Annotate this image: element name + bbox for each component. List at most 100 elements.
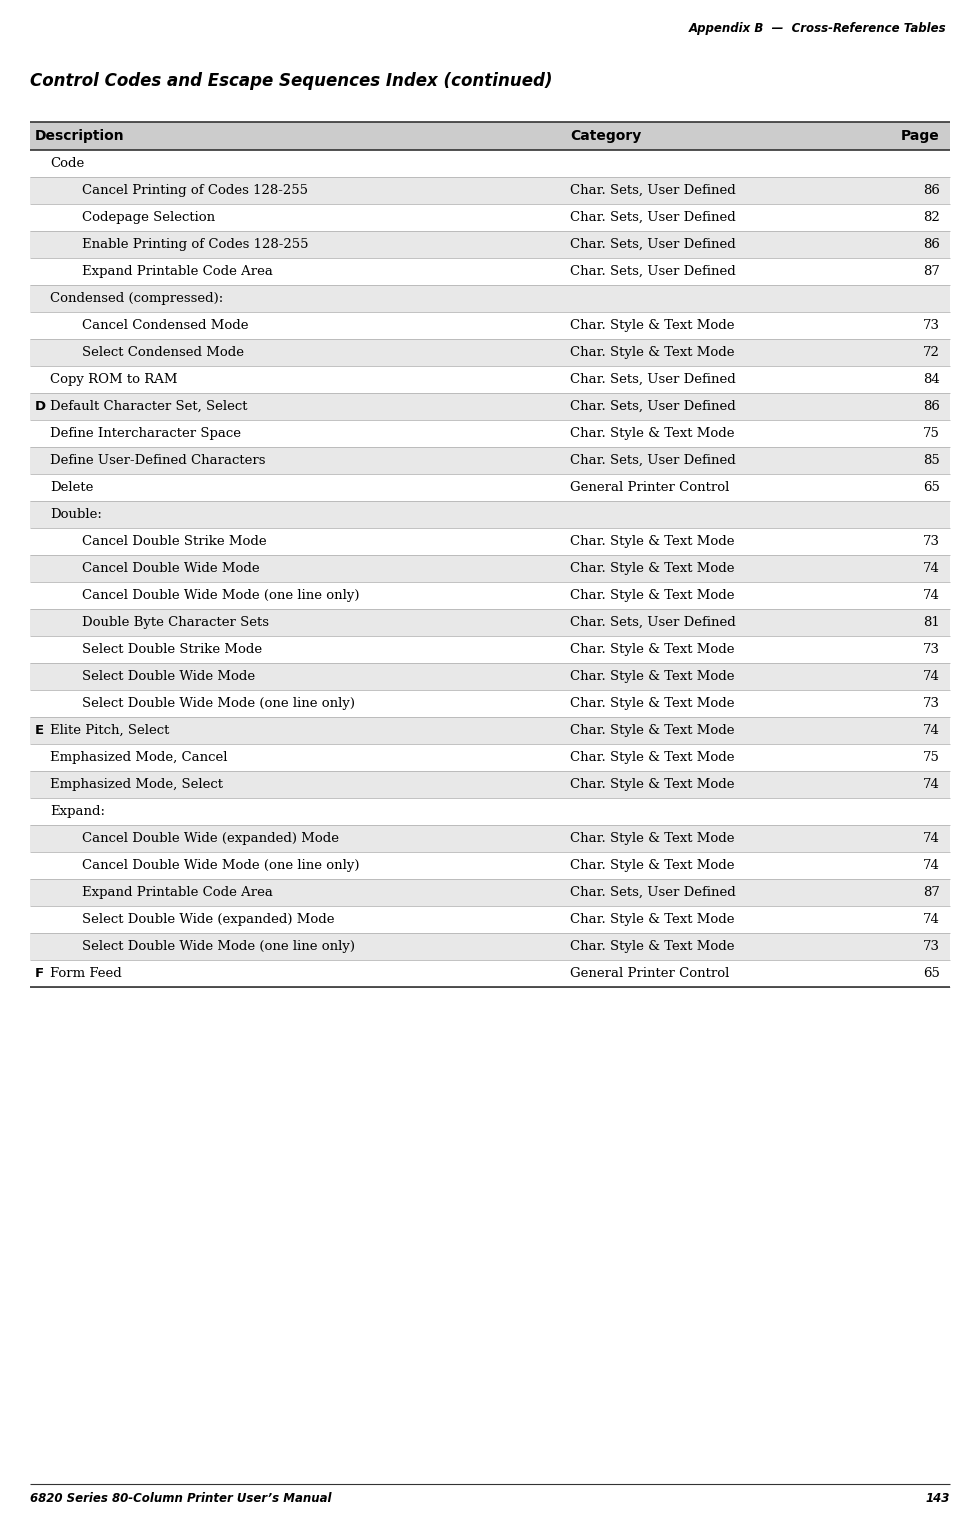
Bar	[30, 798, 950, 825]
Text: Double:: Double:	[50, 508, 102, 520]
Text: Form Feed: Form Feed	[50, 966, 122, 980]
Bar	[30, 366, 950, 393]
Text: Cancel Condensed Mode: Cancel Condensed Mode	[82, 319, 249, 332]
Text: 75: 75	[923, 751, 940, 765]
Text: Expand:: Expand:	[50, 806, 105, 818]
Text: Codepage Selection: Codepage Selection	[82, 211, 215, 225]
Text: Char. Style & Text Mode: Char. Style & Text Mode	[570, 831, 735, 845]
Text: Char. Sets, User Defined: Char. Sets, User Defined	[570, 211, 736, 225]
Bar	[30, 663, 950, 690]
Bar	[30, 285, 950, 313]
Text: Char. Style & Text Mode: Char. Style & Text Mode	[570, 941, 735, 953]
Bar	[30, 501, 950, 528]
Text: Default Character Set, Select: Default Character Set, Select	[50, 400, 248, 413]
Text: Char. Style & Text Mode: Char. Style & Text Mode	[570, 913, 735, 925]
Text: Double Byte Character Sets: Double Byte Character Sets	[82, 616, 269, 630]
Bar	[30, 933, 950, 960]
Text: Cancel Double Wide Mode (one line only): Cancel Double Wide Mode (one line only)	[82, 859, 359, 872]
Text: Appendix B  —  Cross-Reference Tables: Appendix B — Cross-Reference Tables	[688, 23, 946, 35]
Text: 65: 65	[923, 966, 940, 980]
Bar	[30, 473, 950, 501]
Text: Condensed (compressed):: Condensed (compressed):	[50, 291, 224, 305]
Text: 85: 85	[923, 454, 940, 467]
Text: Char. Style & Text Mode: Char. Style & Text Mode	[570, 724, 735, 737]
Text: Char. Sets, User Defined: Char. Sets, User Defined	[570, 184, 736, 197]
Text: Cancel Double Wide (expanded) Mode: Cancel Double Wide (expanded) Mode	[82, 831, 339, 845]
Text: Char. Style & Text Mode: Char. Style & Text Mode	[570, 696, 735, 710]
Bar	[30, 636, 950, 663]
Text: General Printer Control: General Printer Control	[570, 481, 729, 495]
Text: Elite Pitch, Select: Elite Pitch, Select	[50, 724, 170, 737]
Text: 87: 87	[923, 886, 940, 900]
Text: Cancel Printing of Codes 128-255: Cancel Printing of Codes 128-255	[82, 184, 308, 197]
Bar	[30, 825, 950, 853]
Bar	[30, 906, 950, 933]
Bar	[30, 690, 950, 718]
Text: 86: 86	[923, 238, 940, 250]
Text: 82: 82	[923, 211, 940, 225]
Bar	[30, 203, 950, 231]
Text: 74: 74	[923, 913, 940, 925]
Text: 6820 Series 80-Column Printer User’s Manual: 6820 Series 80-Column Printer User’s Man…	[30, 1491, 332, 1505]
Text: 74: 74	[923, 831, 940, 845]
Bar	[30, 420, 950, 448]
Text: Define User-Defined Characters: Define User-Defined Characters	[50, 454, 265, 467]
Text: Char. Sets, User Defined: Char. Sets, User Defined	[570, 400, 736, 413]
Text: Control Codes and Escape Sequences Index (continued): Control Codes and Escape Sequences Index…	[30, 71, 552, 90]
Text: F: F	[35, 966, 44, 980]
Text: E: E	[35, 724, 44, 737]
Text: Expand Printable Code Area: Expand Printable Code Area	[82, 886, 273, 900]
Text: Enable Printing of Codes 128-255: Enable Printing of Codes 128-255	[82, 238, 308, 250]
Text: Select Condensed Mode: Select Condensed Mode	[82, 346, 244, 360]
Bar	[30, 718, 950, 743]
Text: 74: 74	[923, 724, 940, 737]
Text: 73: 73	[923, 643, 940, 655]
Text: 74: 74	[923, 671, 940, 683]
Text: 65: 65	[923, 481, 940, 495]
Bar	[30, 608, 950, 636]
Text: Char. Style & Text Mode: Char. Style & Text Mode	[570, 319, 735, 332]
Text: 86: 86	[923, 400, 940, 413]
Text: Char. Style & Text Mode: Char. Style & Text Mode	[570, 426, 735, 440]
Text: D: D	[35, 400, 46, 413]
Bar	[30, 150, 950, 177]
Text: Cancel Double Strike Mode: Cancel Double Strike Mode	[82, 536, 266, 548]
Bar	[30, 393, 950, 420]
Bar	[30, 528, 950, 555]
Bar	[30, 121, 950, 150]
Text: 72: 72	[923, 346, 940, 360]
Text: Emphasized Mode, Select: Emphasized Mode, Select	[50, 778, 223, 790]
Text: 86: 86	[923, 184, 940, 197]
Text: Char. Sets, User Defined: Char. Sets, User Defined	[570, 265, 736, 278]
Bar	[30, 583, 950, 608]
Bar	[30, 448, 950, 473]
Text: Cancel Double Wide Mode: Cancel Double Wide Mode	[82, 561, 260, 575]
Text: General Printer Control: General Printer Control	[570, 966, 729, 980]
Text: Char. Style & Text Mode: Char. Style & Text Mode	[570, 643, 735, 655]
Text: Description: Description	[35, 129, 125, 143]
Text: Char. Sets, User Defined: Char. Sets, User Defined	[570, 454, 736, 467]
Text: 74: 74	[923, 561, 940, 575]
Bar	[30, 878, 950, 906]
Text: Delete: Delete	[50, 481, 94, 495]
Bar	[30, 338, 950, 366]
Text: Select Double Wide Mode (one line only): Select Double Wide Mode (one line only)	[82, 696, 355, 710]
Text: 143: 143	[925, 1491, 950, 1505]
Text: Char. Style & Text Mode: Char. Style & Text Mode	[570, 751, 735, 765]
Text: Char. Style & Text Mode: Char. Style & Text Mode	[570, 346, 735, 360]
Text: Select Double Wide Mode: Select Double Wide Mode	[82, 671, 255, 683]
Bar	[30, 258, 950, 285]
Text: Page: Page	[901, 129, 940, 143]
Text: Select Double Strike Mode: Select Double Strike Mode	[82, 643, 263, 655]
Bar	[30, 177, 950, 203]
Text: Category: Category	[570, 129, 641, 143]
Text: 73: 73	[923, 319, 940, 332]
Text: 81: 81	[923, 616, 940, 630]
Text: 73: 73	[923, 941, 940, 953]
Bar	[30, 231, 950, 258]
Bar	[30, 743, 950, 771]
Text: 74: 74	[923, 859, 940, 872]
Text: Char. Sets, User Defined: Char. Sets, User Defined	[570, 886, 736, 900]
Text: Char. Style & Text Mode: Char. Style & Text Mode	[570, 859, 735, 872]
Text: Expand Printable Code Area: Expand Printable Code Area	[82, 265, 273, 278]
